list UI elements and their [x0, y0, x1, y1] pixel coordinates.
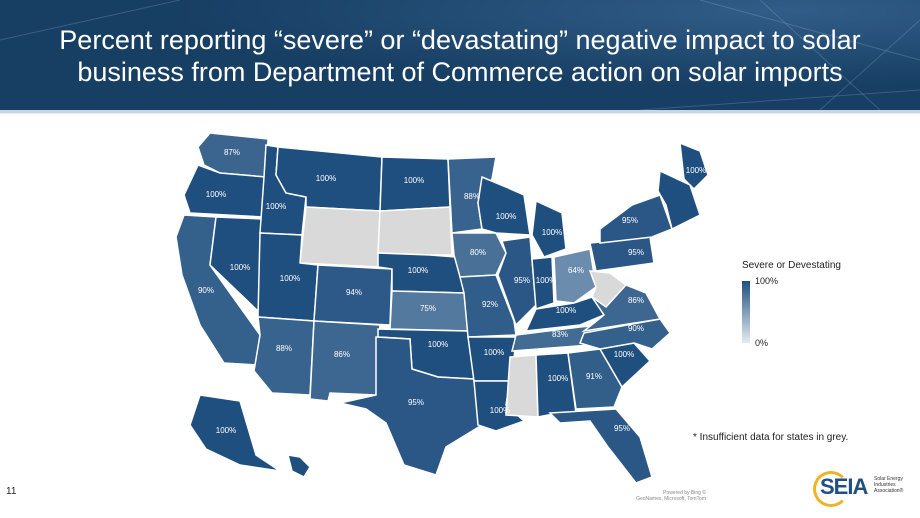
- slide-title: Percent reporting “severe” or “devastati…: [59, 25, 861, 87]
- state-wi: [477, 175, 531, 236]
- slide-header: Percent reporting “severe” or “devastati…: [0, 0, 920, 110]
- state-az: [253, 316, 315, 396]
- state-label-wi: 100%: [496, 212, 516, 221]
- state-label-mt: 100%: [316, 174, 336, 183]
- state-label-ne: 100%: [408, 266, 428, 275]
- state-label-va: 86%: [628, 296, 644, 305]
- logo-subtext: Solar Energy Industries Association®: [874, 476, 904, 494]
- state-ne_states: [657, 169, 701, 231]
- state-label-ar: 100%: [484, 348, 504, 357]
- header-divider: [0, 110, 920, 113]
- header-glow: [0, 0, 920, 110]
- state-il: [497, 236, 537, 327]
- legend-min-label: 0%: [755, 338, 769, 348]
- state-fl: [548, 408, 653, 484]
- state-ak: [189, 394, 281, 472]
- state-label-sc: 100%: [614, 350, 634, 359]
- page-number: 11: [6, 486, 17, 497]
- state-label-co: 94%: [346, 288, 362, 297]
- state-label-wa: 87%: [224, 148, 240, 157]
- legend-max-label: 100%: [755, 276, 779, 286]
- state-label-ca: 90%: [198, 286, 214, 295]
- state-label-ia: 80%: [470, 248, 486, 257]
- header-decoration: [0, 0, 920, 110]
- legend-title: Severe or Devestating: [742, 260, 841, 271]
- state-label-in: 100%: [536, 276, 556, 285]
- state-me: [679, 141, 709, 191]
- insufficient-data-note: * Insufficient data for states in grey.: [693, 432, 849, 443]
- state-label-mi: 100%: [542, 228, 562, 237]
- state-ms: [505, 354, 539, 418]
- state-label-nm: 86%: [334, 350, 350, 359]
- map-credit: Powered by Bing © GeoNames, Microsoft, T…: [636, 490, 706, 502]
- state-tx: [339, 336, 487, 476]
- header-divider-light: [0, 113, 920, 114]
- state-nc: [578, 318, 672, 350]
- state-label-ok: 100%: [428, 340, 448, 349]
- state-label-or: 100%: [206, 190, 226, 199]
- state-label-ut: 100%: [280, 274, 300, 283]
- logo-text: SEIA: [820, 474, 868, 499]
- state-label-il: 95%: [514, 276, 530, 285]
- state-mi: [531, 199, 567, 258]
- state-oh: [553, 248, 597, 304]
- sun-ring-icon: [813, 471, 849, 507]
- state-label-me: 100%: [686, 166, 706, 175]
- state-label-ks: 75%: [420, 304, 436, 313]
- state-label-ky: 100%: [556, 306, 576, 315]
- state-wy: [299, 206, 381, 268]
- state-label-az: 88%: [276, 344, 292, 353]
- state-label-pa: 95%: [628, 248, 644, 257]
- state-label-nc: 90%: [628, 324, 644, 333]
- state-wv: [588, 270, 628, 308]
- state-label-ga: 91%: [586, 372, 602, 381]
- state-label-nd: 100%: [404, 176, 424, 185]
- state-in: [531, 256, 555, 311]
- state-label-id: 100%: [266, 202, 286, 211]
- state-hi: [286, 454, 311, 478]
- state-label-ny: 95%: [622, 216, 638, 225]
- state-label-al: 100%: [548, 374, 568, 383]
- state-sd: [377, 206, 453, 256]
- state-label-mn: 88%: [464, 192, 480, 201]
- state-label-la: 100%: [490, 406, 510, 415]
- seia-logo: SEIA Solar Energy Industries Association…: [812, 470, 912, 510]
- state-label-nv: 100%: [230, 263, 250, 272]
- state-label-oh: 64%: [568, 266, 584, 275]
- state-label-mo: 92%: [482, 300, 498, 309]
- us-choropleth-map: 87% 100% 90% 100% 100% 100% 100% 88% 94% 86% 100% 1…: [175, 132, 709, 484]
- legend-gradient-bar: [742, 281, 750, 343]
- state-label-tx: 95%: [408, 398, 424, 407]
- state-nm: [309, 320, 381, 402]
- state-label-ak: 100%: [216, 426, 236, 435]
- state-label-fl: 95%: [614, 424, 630, 433]
- state-label-tn: 83%: [552, 330, 568, 339]
